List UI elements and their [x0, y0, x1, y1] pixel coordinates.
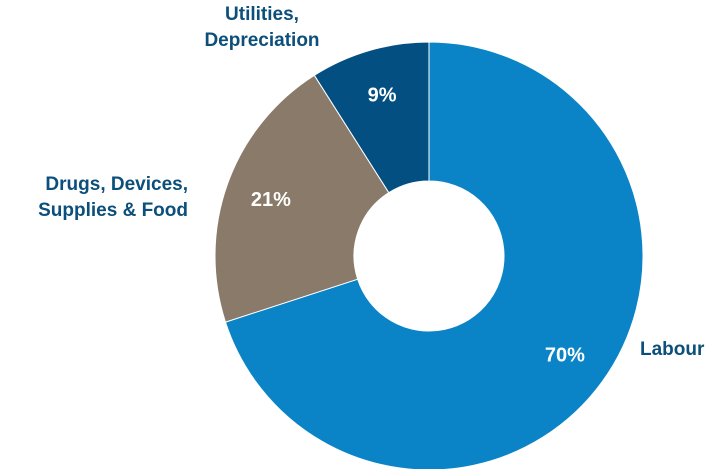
donut-slice-1: [224, 41, 644, 469]
category-label-line: Drugs, Devices,: [45, 174, 188, 195]
category-label-1: Labour: [640, 339, 705, 360]
slice-value-labels: 70% 21% 9%: [251, 85, 585, 367]
slice-value-label-1: 70%: [545, 345, 585, 367]
donut-slice-2: [214, 74, 390, 323]
slice-value-label-3: 9%: [368, 85, 397, 107]
category-label-line: Depreciation: [204, 30, 319, 51]
slice-value-label-2: 21%: [251, 189, 291, 211]
donut-slices: [214, 41, 644, 469]
category-label-line: Utilities,: [225, 4, 299, 25]
donut-slice-3: [313, 41, 430, 194]
category-label-line: Supplies & Food: [38, 200, 188, 221]
category-labels: Labour Drugs, Devices, Supplies & Food Util…: [38, 4, 705, 360]
category-label-2: Drugs, Devices, Supplies & Food: [38, 174, 188, 221]
category-label-3: Utilities, Depreciation: [204, 4, 319, 51]
category-label-line: Labour: [640, 339, 705, 360]
